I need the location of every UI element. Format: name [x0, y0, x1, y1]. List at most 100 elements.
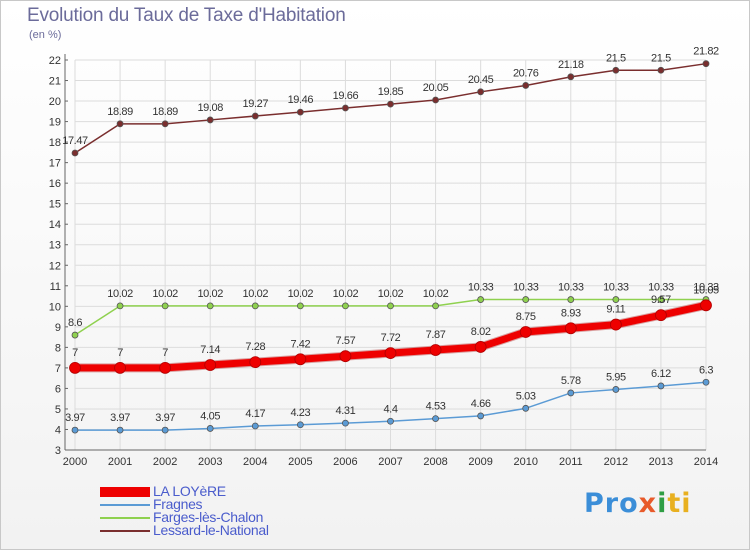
data-label: 5.78 — [561, 375, 581, 387]
data-label: 7.57 — [336, 335, 356, 347]
data-label: 4.17 — [245, 408, 265, 420]
data-point — [71, 149, 79, 157]
x-tick-label: 2010 — [513, 456, 537, 468]
data-label: 10.33 — [648, 282, 674, 294]
y-tick-label: 9 — [55, 322, 61, 334]
data-label: 7.72 — [381, 332, 401, 344]
y-tick-label: 16 — [49, 178, 61, 190]
data-point — [342, 302, 349, 310]
legend-item: Lessard-le-National — [100, 522, 420, 538]
logo-part: ti — [667, 488, 692, 519]
data-label: 21.5 — [606, 52, 626, 64]
data-label: 17.47 — [62, 135, 88, 147]
data-point — [567, 389, 575, 397]
logo-part: Pro — [584, 488, 639, 519]
data-label: 20.76 — [513, 67, 539, 79]
legend-swatch — [100, 487, 150, 497]
proxiti-logo: Proxiti — [584, 488, 692, 519]
x-tick-label: 2014 — [694, 456, 718, 468]
data-point — [432, 415, 439, 422]
data-point — [612, 386, 620, 393]
data-label: 3.97 — [155, 412, 175, 424]
data-point — [477, 296, 485, 303]
data-point — [657, 382, 665, 390]
data-point — [474, 341, 487, 353]
data-label: 7.28 — [245, 341, 265, 353]
x-tick-label: 2000 — [63, 456, 87, 468]
data-label: 8.02 — [471, 326, 491, 338]
data-label: 9.57 — [651, 294, 671, 306]
data-label: 21.5 — [651, 52, 671, 64]
y-tick-label: 10 — [49, 301, 61, 313]
data-point — [519, 326, 532, 338]
data-label: 18.89 — [107, 106, 133, 118]
y-tick-label: 12 — [49, 260, 61, 272]
data-point — [161, 302, 169, 310]
legend-swatch — [100, 504, 150, 506]
logo-part: i — [657, 488, 668, 519]
data-point — [432, 96, 439, 104]
y-tick-label: 8 — [55, 342, 61, 354]
data-label: 10.02 — [288, 288, 314, 300]
legend-item: LA LOYèRE — [100, 483, 420, 499]
data-label: 20.45 — [468, 74, 494, 86]
data-label: 10.02 — [243, 288, 269, 300]
y-tick-label: 7 — [55, 363, 61, 375]
data-label: 7 — [72, 347, 78, 359]
data-point — [206, 302, 214, 310]
data-label: 4.4 — [383, 403, 397, 415]
data-label: 7.87 — [426, 329, 446, 341]
data-label: 10.33 — [603, 282, 629, 294]
data-label: 19.66 — [333, 90, 359, 102]
data-label: 4.05 — [200, 410, 220, 422]
chart-title: Evolution du Taux de Taxe d'Habitation — [27, 5, 346, 26]
y-tick-label: 19 — [49, 117, 61, 129]
data-point — [116, 426, 124, 434]
x-tick-label: 2011 — [559, 456, 583, 468]
x-tick-label: 2001 — [108, 456, 132, 468]
data-point — [702, 378, 710, 386]
x-tick-label: 2004 — [243, 456, 267, 468]
y-tick-label: 6 — [55, 383, 61, 395]
y-tick-label: 13 — [49, 240, 61, 252]
y-tick-label: 14 — [49, 219, 61, 231]
data-label: 8.75 — [516, 311, 536, 323]
data-label: 10.33 — [693, 282, 719, 294]
data-label: 10.05 — [693, 284, 719, 296]
data-point — [339, 350, 352, 363]
x-tick-label: 2003 — [198, 456, 222, 468]
data-label: 10.02 — [107, 288, 133, 300]
data-label: 10.02 — [378, 288, 404, 300]
data-label: 10.33 — [513, 282, 539, 294]
y-tick-label: 4 — [55, 424, 61, 436]
data-point — [116, 302, 124, 310]
x-tick-label: 2013 — [649, 456, 673, 468]
x-tick-label: 2005 — [288, 456, 312, 468]
data-label: 6.12 — [651, 368, 671, 380]
data-point — [387, 100, 394, 108]
data-label: 10.02 — [333, 288, 359, 300]
data-label: 7.14 — [200, 344, 220, 356]
data-label: 21.18 — [558, 59, 584, 71]
data-label: 10.33 — [468, 282, 494, 294]
data-label: 19.08 — [197, 102, 223, 114]
data-label: 7.42 — [290, 338, 310, 350]
data-point — [612, 296, 620, 303]
data-point — [161, 120, 169, 128]
data-label: 10.33 — [558, 282, 584, 294]
data-point — [477, 412, 485, 420]
data-label: 10.02 — [197, 288, 223, 300]
data-label: 4.66 — [471, 398, 491, 410]
data-point — [700, 299, 712, 312]
data-label: 9.11 — [606, 304, 625, 316]
data-point — [294, 353, 307, 366]
legend-label: Fragnes — [153, 496, 203, 512]
data-label: 4.53 — [426, 401, 446, 413]
data-point — [564, 322, 577, 335]
data-point — [161, 426, 169, 434]
legend-item: Farges-lès-Chalon — [100, 509, 420, 525]
data-point — [567, 296, 575, 303]
logo-part: x — [638, 488, 658, 519]
x-tick-label: 2007 — [378, 456, 402, 468]
data-point — [522, 296, 530, 303]
